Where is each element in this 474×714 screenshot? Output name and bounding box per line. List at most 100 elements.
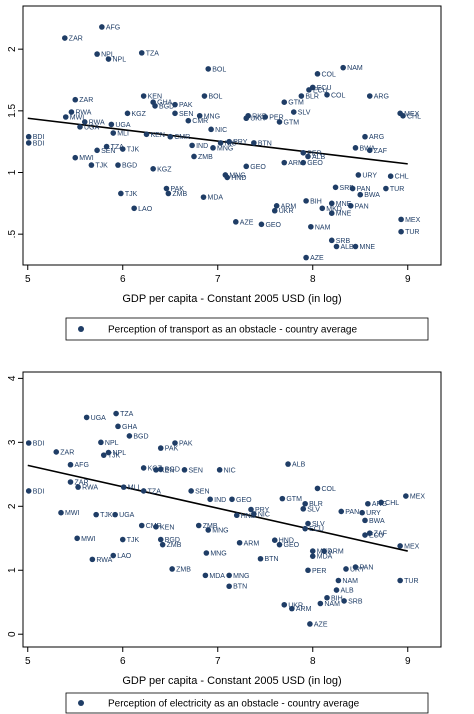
- legend-marker: [78, 326, 84, 332]
- data-point: [398, 228, 404, 235]
- data-point: [362, 517, 368, 524]
- point-label: MNG: [233, 573, 249, 580]
- data-point: [226, 138, 232, 145]
- data-point: [25, 133, 32, 140]
- point-label: ARG: [369, 134, 384, 141]
- point-label: PAK: [165, 446, 179, 453]
- data-point: [357, 191, 364, 198]
- y-tick-label: 1.5: [7, 103, 18, 117]
- point-label: ARG: [372, 501, 387, 508]
- data-point: [112, 511, 118, 518]
- point-label: UGA: [119, 512, 134, 519]
- point-label: NPL: [101, 52, 115, 59]
- y-tick-label: 1: [7, 169, 18, 175]
- point-label: COL: [322, 71, 337, 78]
- data-point: [157, 466, 164, 473]
- y-tick-label: .5: [7, 230, 18, 239]
- point-label: MEX: [404, 543, 420, 550]
- data-point: [226, 583, 232, 590]
- point-label: TUR: [390, 186, 404, 193]
- data-point: [189, 142, 195, 149]
- point-label: SRB: [340, 185, 355, 192]
- data-point: [208, 126, 214, 133]
- point-label: BDI: [33, 140, 45, 147]
- data-point: [314, 71, 321, 77]
- point-label: TJK: [100, 512, 113, 519]
- point-label: BGD: [165, 537, 180, 544]
- point-label: ZAF: [374, 148, 387, 155]
- point-label: ZMB: [176, 566, 191, 573]
- point-label: PAN: [360, 565, 374, 572]
- data-point: [397, 543, 403, 549]
- data-point: [124, 110, 131, 117]
- point-label: MLI: [117, 131, 129, 138]
- data-point: [314, 485, 321, 492]
- plot-frame: [22, 5, 442, 266]
- point-label: BLR: [305, 94, 319, 101]
- data-point: [302, 525, 308, 532]
- data-point: [159, 541, 166, 548]
- point-label: MNE: [336, 211, 352, 218]
- point-label: GEO: [250, 164, 266, 171]
- data-point: [118, 190, 124, 197]
- data-point: [110, 130, 117, 136]
- point-label: AZE: [240, 219, 254, 226]
- point-label: UGA: [84, 124, 100, 131]
- point-label: BDI: [33, 488, 45, 495]
- fit-line: [27, 464, 408, 552]
- point-label: MDA: [208, 195, 224, 202]
- data-point: [328, 237, 335, 244]
- data-point: [343, 566, 349, 572]
- point-label: MNG: [212, 527, 228, 534]
- point-label: ARM: [244, 540, 260, 547]
- data-point: [153, 523, 159, 530]
- point-label: ECU: [313, 87, 328, 94]
- point-label: TJK: [108, 453, 121, 460]
- point-label: ARM: [281, 203, 297, 210]
- data-point: [68, 109, 75, 115]
- data-point: [165, 190, 172, 197]
- data-point: [349, 185, 356, 192]
- point-label: SEN: [101, 148, 115, 155]
- point-label: IND: [214, 497, 226, 504]
- point-label: PRY: [233, 139, 248, 146]
- point-label: BWA: [364, 192, 380, 199]
- data-point: [285, 461, 291, 467]
- point-label: MEX: [404, 111, 420, 118]
- point-label: TZA: [111, 144, 125, 151]
- point-label: NPL: [113, 57, 127, 64]
- point-label: SLV: [298, 110, 311, 117]
- data-point: [309, 553, 316, 559]
- data-point: [195, 522, 202, 529]
- x-tick-label: 5: [25, 656, 31, 667]
- data-point: [163, 185, 170, 192]
- chart-panel-electricity: 5 6 7 8 9 0 1 2 3 4 TZA UGA GHA BGD NPL BDI PAK PAK ZAR NPL…: [0, 362, 474, 714]
- point-label: BOL: [208, 94, 222, 101]
- point-label: MLI: [128, 485, 140, 492]
- data-point: [248, 506, 254, 513]
- data-point: [150, 166, 156, 172]
- x-tick-label: 8: [310, 274, 316, 285]
- point-label: ZAR: [79, 97, 93, 104]
- point-label: UGA: [91, 415, 107, 422]
- point-label: ARM: [288, 160, 304, 167]
- data-point: [203, 550, 210, 556]
- data-point: [62, 35, 68, 41]
- data-point: [99, 24, 105, 30]
- data-point: [298, 93, 305, 99]
- y-tick-label: 2: [7, 46, 18, 52]
- point-label: TZA: [146, 50, 160, 57]
- data-point: [352, 243, 359, 250]
- point-label: MWI: [70, 115, 84, 122]
- data-point: [207, 496, 213, 503]
- data-point: [100, 452, 107, 458]
- data-point: [202, 572, 209, 579]
- plot-frame: [22, 371, 442, 648]
- data-point: [126, 433, 133, 439]
- data-point: [378, 499, 384, 506]
- data-point: [365, 500, 371, 507]
- point-label: UKR: [279, 208, 294, 215]
- data-point: [258, 221, 265, 228]
- point-label: PAK: [179, 440, 193, 447]
